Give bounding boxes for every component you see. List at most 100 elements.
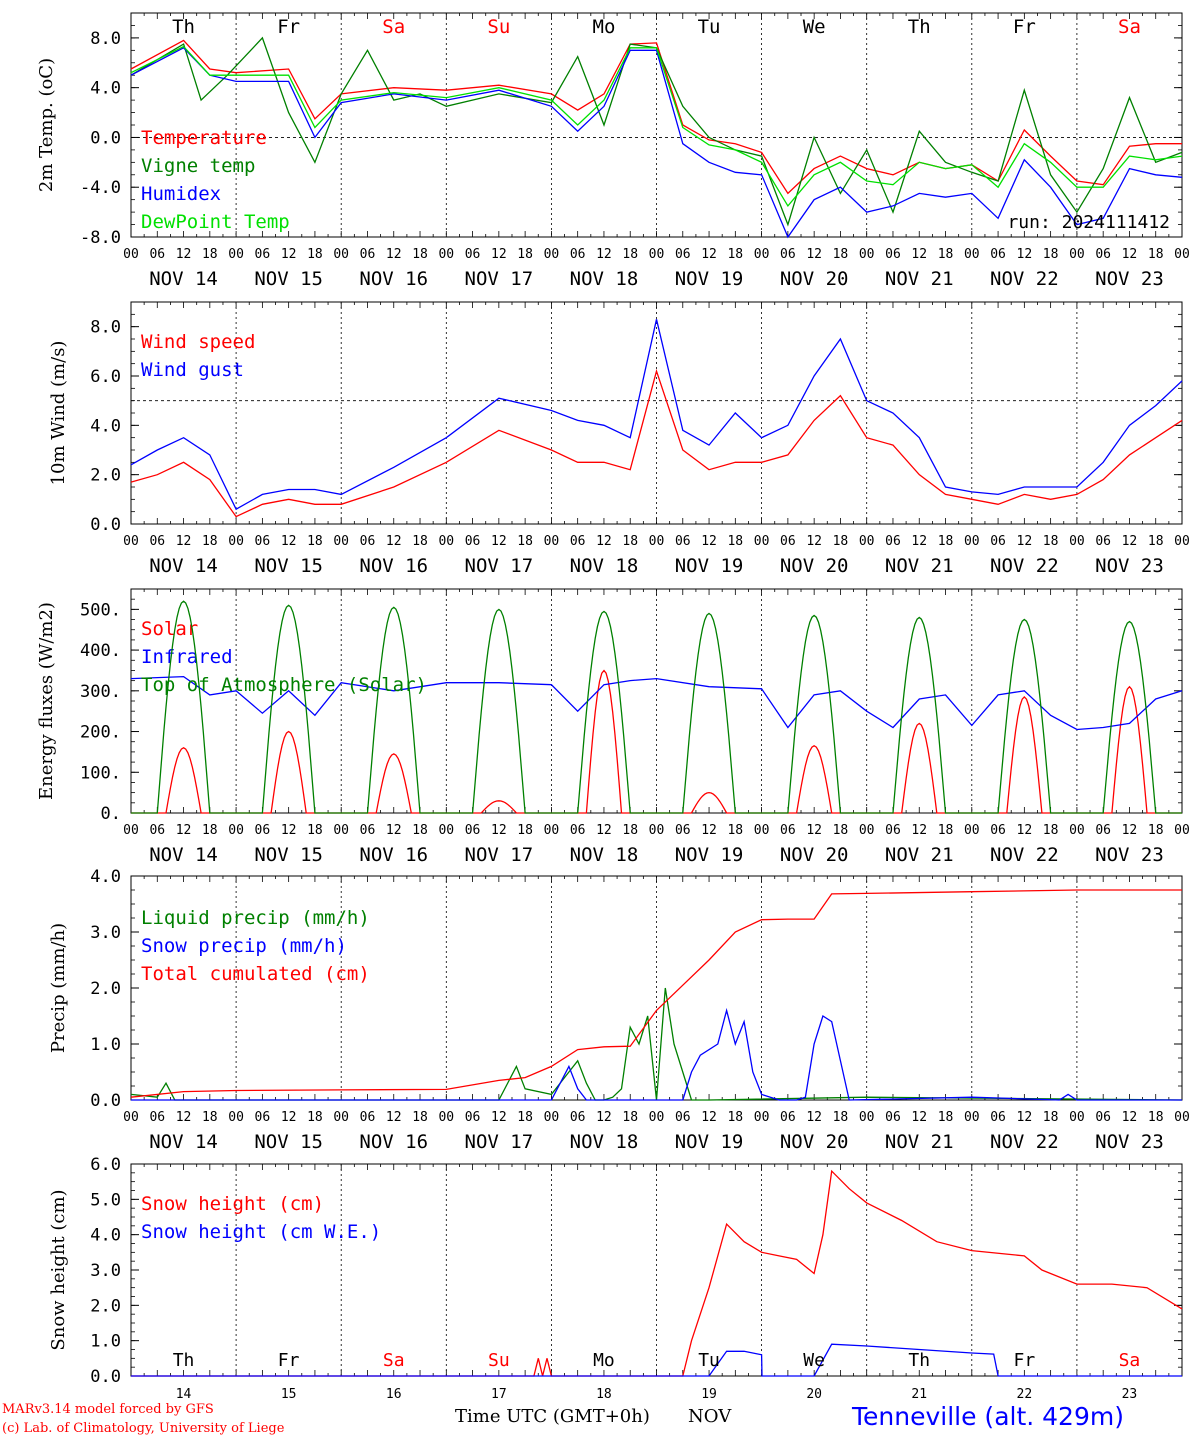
hour-label: 06 — [255, 534, 271, 549]
date-label: NOV 15 — [254, 1131, 323, 1153]
date-label: NOV 22 — [990, 268, 1059, 290]
date-label: NOV 15 — [254, 268, 323, 290]
x-axis-month: NOV — [688, 1406, 732, 1427]
y-tick-label: 100. — [80, 763, 121, 783]
x-axis-title: Time UTC (GMT+0h) — [455, 1406, 650, 1427]
hour-label: 06 — [675, 823, 691, 838]
hour-label: 00 — [1069, 1110, 1085, 1125]
hour-label: 06 — [570, 823, 586, 838]
hour-label: 00 — [228, 247, 244, 262]
hour-label: 00 — [964, 247, 980, 262]
date-label: NOV 22 — [990, 1131, 1059, 1153]
date-label: NOV 21 — [885, 268, 954, 290]
series-line-liquid-precip-mm-h- — [130, 987, 1183, 1101]
legend-entry: Snow height (cm W.E.) — [141, 1221, 381, 1243]
hour-label: 06 — [1095, 247, 1111, 262]
hour-label: 12 — [701, 247, 717, 262]
panel-5: 0.0 1.0 2.0 3.0 4.0 5.0 6.0 Snow height (cm) Sno… — [48, 1155, 1183, 1402]
series-line-temperature — [130, 39, 1182, 195]
hour-label: 18 — [202, 823, 218, 838]
hour-label: 12 — [281, 1110, 297, 1125]
y-tick-label: 0.0 — [90, 1367, 121, 1387]
y-tick-label: 500. — [80, 600, 121, 620]
hour-label: 12 — [176, 247, 192, 262]
hour-label: 00 — [859, 534, 875, 549]
hour-label: 12 — [386, 823, 402, 838]
weekday-label: Th — [908, 16, 931, 38]
y-tick-label: -8.0 — [80, 228, 121, 248]
day-number-label: 14 — [176, 1387, 192, 1402]
weekday-label: Th — [172, 16, 195, 38]
hour-label: 00 — [333, 247, 349, 262]
hour-label: 00 — [859, 1110, 875, 1125]
y-tick-label: 200. — [80, 723, 121, 743]
hour-label: 18 — [833, 823, 849, 838]
hour-label: 06 — [1095, 534, 1111, 549]
hour-label: 18 — [938, 247, 954, 262]
hour-label: 18 — [517, 534, 533, 549]
hour-label: 18 — [1148, 247, 1164, 262]
date-label: NOV 21 — [885, 1131, 954, 1153]
date-label: NOV 19 — [675, 555, 744, 577]
legend-entry: Vigne temp — [141, 155, 255, 177]
hour-label: 18 — [412, 534, 428, 549]
hour-label: 06 — [675, 534, 691, 549]
hour-label: 18 — [1043, 247, 1059, 262]
hour-label: 00 — [1174, 823, 1190, 838]
weekday-label: Mo — [593, 1350, 615, 1371]
series-line-snow-height-cm-w-e- — [131, 1343, 1182, 1377]
hour-label: 12 — [1017, 247, 1033, 262]
hour-label: 00 — [544, 823, 560, 838]
hour-label: 12 — [911, 823, 927, 838]
date-label: NOV 15 — [254, 555, 323, 577]
hour-label: 12 — [386, 247, 402, 262]
date-label: NOV 18 — [570, 844, 639, 866]
y-tick-label: 5.0 — [90, 1190, 121, 1210]
legend-entry: DewPoint Temp — [141, 211, 290, 233]
date-label: NOV 18 — [570, 555, 639, 577]
hour-label: 12 — [701, 1110, 717, 1125]
hour-label: 12 — [806, 823, 822, 838]
hour-label: 18 — [1148, 534, 1164, 549]
weekday-label: We — [803, 16, 826, 38]
hour-label: 18 — [1043, 823, 1059, 838]
y-tick-label: 1.0 — [90, 1332, 121, 1352]
legend-entry: Top of Atmosphere (Solar) — [141, 674, 427, 696]
hour-label: 00 — [333, 1110, 349, 1125]
hour-label: 06 — [780, 1110, 796, 1125]
hour-label: 12 — [911, 247, 927, 262]
hour-label: 12 — [491, 534, 507, 549]
weekday-label: Tu — [698, 16, 721, 38]
date-label: NOV 18 — [570, 1131, 639, 1153]
hour-label: 00 — [1174, 247, 1190, 262]
y-tick-label: 400. — [80, 641, 121, 661]
series-line-wind-speed — [130, 368, 1183, 518]
hour-label: 00 — [859, 823, 875, 838]
hour-label: 18 — [833, 247, 849, 262]
hour-label: 06 — [990, 534, 1006, 549]
weekday-label: Fr — [277, 16, 300, 38]
weekday-label: Th — [908, 1350, 930, 1371]
hour-label: 12 — [1017, 534, 1033, 549]
day-number-label: 18 — [596, 1387, 612, 1402]
date-label: NOV 23 — [1095, 844, 1164, 866]
weekday-label: Tu — [698, 1350, 720, 1371]
hour-label: 18 — [202, 247, 218, 262]
y-tick-label: 1.0 — [90, 1035, 121, 1055]
hour-label: 18 — [833, 1110, 849, 1125]
hour-label: 18 — [412, 1110, 428, 1125]
hour-label: 12 — [386, 1110, 402, 1125]
hour-label: 12 — [176, 534, 192, 549]
hour-label: 00 — [228, 823, 244, 838]
date-label: NOV 23 — [1095, 268, 1164, 290]
y-tick-label: 0.0 — [90, 128, 121, 148]
hour-label: 18 — [1148, 1110, 1164, 1125]
hour-label: 12 — [596, 247, 612, 262]
hour-label: 06 — [360, 534, 376, 549]
hour-label: 12 — [386, 534, 402, 549]
day-number-label: 19 — [701, 1387, 717, 1402]
hour-label: 00 — [333, 534, 349, 549]
y-tick-label: 2.0 — [90, 466, 121, 486]
date-label: NOV 16 — [359, 1131, 428, 1153]
hour-label: 06 — [780, 247, 796, 262]
